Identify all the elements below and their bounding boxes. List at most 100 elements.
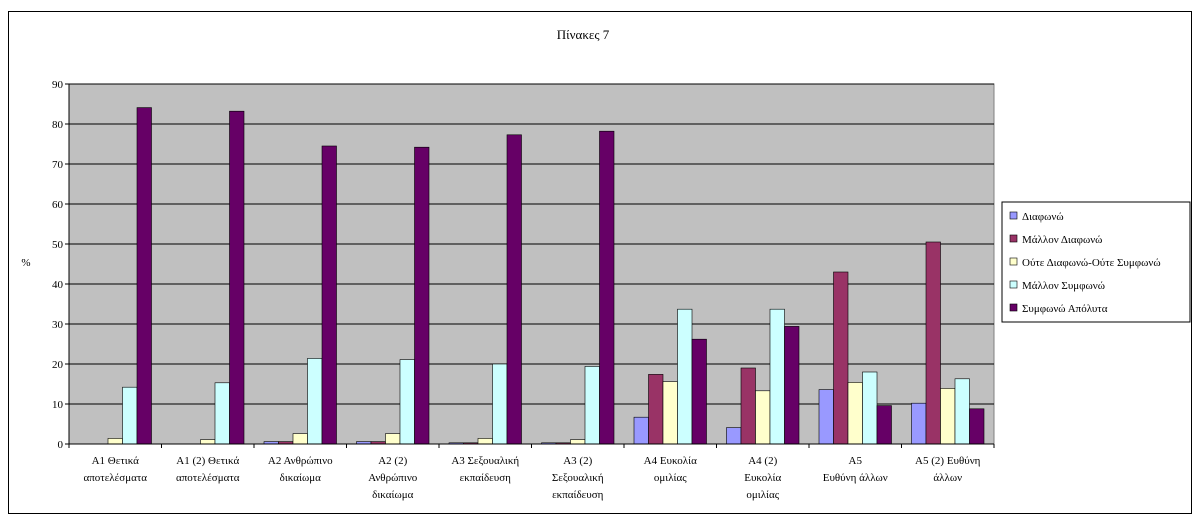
y-tick-label: 30 <box>52 319 64 331</box>
chart-svg: Πίνακες 7 0 10 20 30 40 50 60 70 80 90 Α1 Θετικά α… <box>21 27 1191 501</box>
legend-label: Ούτε Διαφωνώ-Ούτε Συμφωνώ <box>1022 257 1161 269</box>
bar <box>584 366 600 445</box>
legend-swatch <box>1009 211 1018 220</box>
x-category-line: Α3 (2) <box>563 455 592 467</box>
x-category-line: Α1 Θετικά <box>92 455 140 467</box>
bar <box>755 390 771 445</box>
x-category-line: Ανθρώπινο <box>368 472 418 484</box>
legend-swatch <box>1009 234 1018 243</box>
bar <box>122 386 138 445</box>
y-tick-label: 0 <box>58 439 64 451</box>
x-category-label: Α4 (2) Ευκολία ομιλίας <box>744 455 781 501</box>
bar <box>740 367 756 445</box>
bar <box>492 363 508 445</box>
y-tick-label: 60 <box>52 199 64 211</box>
bars <box>107 107 985 445</box>
bar <box>506 134 522 445</box>
bar <box>321 145 337 445</box>
x-category-line: Α2 Ανθρώπινο <box>268 455 333 467</box>
x-category-label: Α5 (2) Ευθύνη άλλων <box>915 455 981 484</box>
bar <box>969 408 985 445</box>
bar <box>691 338 707 445</box>
bar <box>414 146 430 445</box>
bar <box>954 378 970 445</box>
bar <box>136 107 152 445</box>
bar <box>107 438 123 445</box>
chart-frame: Πίνακες 7 0 10 20 30 40 50 60 70 80 90 Α1 Θετικά α… <box>8 11 1192 514</box>
x-category-labels: Α1 Θετικά αποτελέσματα Α1 (2) Θετικά αποτελ… <box>68 444 995 501</box>
x-category-line: εκπαίδευση <box>552 489 604 501</box>
legend-swatch <box>1009 303 1018 312</box>
y-tick-label: 70 <box>52 159 64 171</box>
x-category-label: Α1 Θετικά αποτελέσματα <box>83 455 147 484</box>
x-category-line: Α5 <box>849 455 863 467</box>
x-category-line: Σεξουαλική <box>552 472 604 484</box>
x-category-label: Α2 (2) Ανθρώπινο δικαίωμα <box>368 455 418 501</box>
x-category-line: αποτελέσματα <box>176 472 240 484</box>
x-category-line: δικαίωμα <box>280 472 321 484</box>
x-category-line: Α4 (2) <box>748 455 777 467</box>
y-tick-label: 10 <box>52 399 64 411</box>
legend-label: Μάλλον Συμφωνώ <box>1022 280 1105 292</box>
bar <box>307 358 323 445</box>
bar <box>833 271 849 445</box>
bar <box>862 371 878 445</box>
x-category-line: Α4 Ευκολία <box>644 455 697 467</box>
y-axis-label: % <box>21 257 30 269</box>
bar <box>911 402 927 445</box>
legend-label: Διαφωνώ <box>1022 211 1064 223</box>
x-category-line: ομιλίας <box>746 489 779 501</box>
bar <box>399 359 415 445</box>
legend-swatch <box>1009 280 1018 289</box>
bar <box>214 382 230 445</box>
x-category-line: δικαίωμα <box>372 489 413 501</box>
bar <box>876 405 892 445</box>
bar <box>477 438 493 445</box>
x-category-line: ομιλίας <box>654 472 687 484</box>
x-category-line: αποτελέσματα <box>83 472 147 484</box>
x-category-label: Α1 (2) Θετικά αποτελέσματα <box>176 455 240 484</box>
x-category-label: Α3 Σεξουαλική εκπαίδευση <box>451 455 519 484</box>
x-category-line: Α1 (2) Θετικά <box>176 455 239 467</box>
y-tick-labels: 0 10 20 30 40 50 60 70 80 90 <box>52 79 69 451</box>
y-tick-label: 80 <box>52 119 64 131</box>
x-category-line: εκπαίδευση <box>460 472 512 484</box>
x-category-label: Α3 (2) Σεξουαλική εκπαίδευση <box>552 455 604 501</box>
bar <box>200 439 216 445</box>
bar <box>784 326 800 445</box>
bar <box>570 439 586 445</box>
x-category-label: Α5 Ευθύνη άλλων <box>823 455 888 484</box>
y-tick-label: 90 <box>52 79 64 91</box>
y-tick-label: 50 <box>52 239 64 251</box>
bar <box>940 388 956 445</box>
bar <box>385 433 401 445</box>
bar <box>648 374 664 445</box>
bar <box>726 427 742 445</box>
legend: Διαφωνώ Μάλλον Διαφωνώ Ούτε Διαφωνώ-Ούτε Σ… <box>1001 201 1191 323</box>
x-category-line: Ευθύνη άλλων <box>823 472 888 484</box>
x-category-line: Ευκολία <box>744 472 781 484</box>
bar <box>599 130 615 445</box>
bar <box>662 381 678 445</box>
legend-swatch <box>1009 257 1018 266</box>
bar <box>292 433 308 445</box>
chart-title: Πίνακες 7 <box>557 27 610 42</box>
legend-label: Συμφωνώ Απόλυτα <box>1022 303 1108 315</box>
bar <box>229 110 245 445</box>
x-category-line: άλλων <box>933 472 962 484</box>
legend-label: Μάλλον Διαφωνώ <box>1022 234 1102 246</box>
bar <box>925 241 941 445</box>
x-category-label: Α4 Ευκολία ομιλίας <box>644 455 697 484</box>
y-tick-label: 40 <box>52 279 64 291</box>
x-category-line: Α5 (2) Ευθύνη <box>915 455 981 467</box>
bar <box>633 416 649 445</box>
x-category-line: Α3 Σεξουαλική <box>451 455 519 467</box>
x-category-line: Α2 (2) <box>378 455 407 467</box>
y-tick-label: 20 <box>52 359 64 371</box>
x-category-label: Α2 Ανθρώπινο δικαίωμα <box>268 455 333 484</box>
bar <box>818 389 834 445</box>
bar <box>677 308 693 445</box>
bar <box>769 308 785 445</box>
legend-box <box>1001 201 1191 323</box>
bar <box>847 382 863 445</box>
